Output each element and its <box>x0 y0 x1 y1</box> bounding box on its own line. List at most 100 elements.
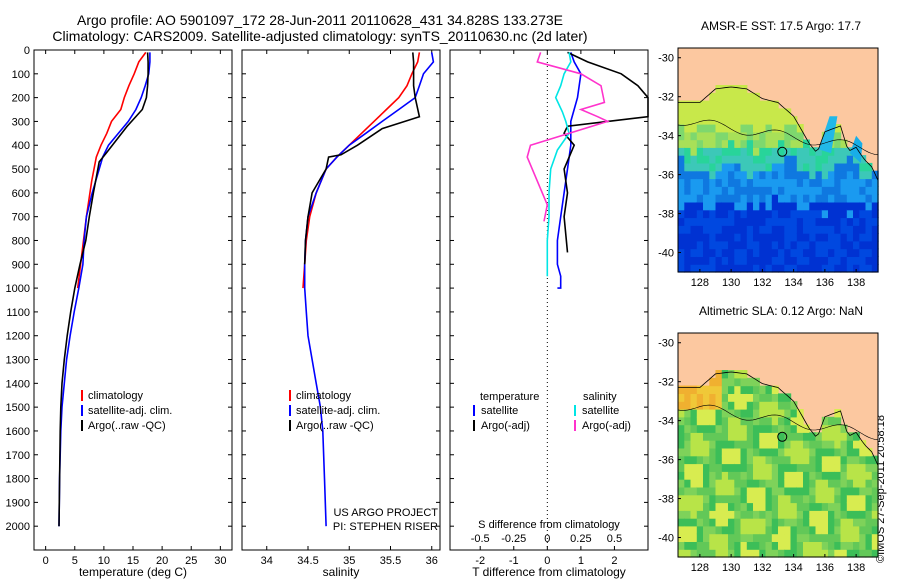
x-tick-label: 36 <box>426 555 438 567</box>
sla-map-panel: 128 130 132 134 136 138 -30 -32 -34 -36 -38 -40 <box>658 332 879 574</box>
y-tick-label: 200 <box>12 93 30 105</box>
map-x-tick-label: 130 <box>722 277 740 289</box>
legend-label: satellite <box>481 405 518 417</box>
sst-map-frame <box>677 47 879 273</box>
y-tick-label: 1900 <box>6 497 30 509</box>
map-y-tick-label: -40 <box>658 533 674 545</box>
sla-map-coastline <box>678 371 879 466</box>
y-tick-label: 300 <box>12 116 30 128</box>
figure-title-line1: Argo profile: AO 5901097_172 28-Jun-2011… <box>77 12 563 28</box>
y-tick-label: 0 <box>24 45 30 57</box>
s-tick-label: 0 <box>544 533 550 545</box>
x-axis-label: temperature (deg C) <box>79 565 187 579</box>
x-tick-label: 2 <box>611 555 617 567</box>
x-tick-label: 5 <box>72 555 78 567</box>
s-axis-label: S difference from climatology <box>478 519 620 531</box>
legend-label: Argo(..raw -QC) <box>88 420 166 432</box>
map-y-tick-label: -32 <box>658 92 674 104</box>
x-tick-label: 30 <box>214 555 226 567</box>
map-x-tick-label: 130 <box>722 562 740 574</box>
legend-label: Argo(-adj) <box>582 420 631 432</box>
map-x-tick-label: 138 <box>847 562 865 574</box>
map-x-tick-label: 132 <box>753 277 771 289</box>
map-y-tick-label: -36 <box>658 170 674 182</box>
series-line-satellite-adj-clim- <box>58 52 151 527</box>
sla-map-depth-contour <box>677 404 879 441</box>
y-tick-label: 1800 <box>6 474 30 486</box>
y-tick-label: 1300 <box>6 355 30 367</box>
y-tick-label: 500 <box>12 164 30 176</box>
gulf-water <box>818 116 838 154</box>
series-line-argo-raw-qc- <box>303 52 421 265</box>
plot-frame <box>33 49 233 551</box>
s-tick-label: -0.25 <box>501 533 526 545</box>
map-x-tick-label: 136 <box>816 562 834 574</box>
y-tick-label: 600 <box>12 188 30 200</box>
legend-label: Argo(-adj) <box>481 420 530 432</box>
y-tick-label: 1600 <box>6 426 30 438</box>
y-tick-label: 800 <box>12 235 30 247</box>
map-x-tick-label: 138 <box>847 277 865 289</box>
map-y-tick-label: -38 <box>658 494 674 506</box>
series-line-climatology <box>302 52 421 289</box>
map-y-tick-label: -36 <box>658 455 674 467</box>
x-axis-label: T difference from climatology <box>472 565 626 579</box>
profile-panel-3: -2 -1 0 1 2T difference from climatology -0.5… <box>449 49 649 579</box>
map-x-tick-label: 136 <box>816 277 834 289</box>
y-tick-label: 900 <box>12 259 30 271</box>
map-x-tick-label: 128 <box>691 562 709 574</box>
series-line-argo-raw-qc- <box>58 52 149 527</box>
legend-label: climatology <box>296 390 352 402</box>
sst-map-depth-contour <box>677 119 879 156</box>
map-y-tick-label: -38 <box>658 209 674 221</box>
legend-label: Argo(..raw -QC) <box>296 420 374 432</box>
y-tick-label: 1100 <box>6 307 30 319</box>
x-tick-label: 1 <box>578 555 584 567</box>
legend-label: satellite <box>582 405 619 417</box>
legend-label: climatology <box>88 390 144 402</box>
x-tick-label: 15 <box>127 555 139 567</box>
sla-map-frame <box>677 332 879 558</box>
s-tick-label: 0.25 <box>570 533 591 545</box>
map-x-tick-label: 134 <box>784 277 802 289</box>
x-tick-label: 0 <box>544 555 550 567</box>
legend-label: satellite-adj. clim. <box>296 405 380 417</box>
map-x-tick-label: 128 <box>691 277 709 289</box>
map-y-tick-label: -34 <box>658 131 674 143</box>
annotation-pi: PI: STEPHEN RISER <box>333 521 438 533</box>
x-tick-label: 10 <box>98 555 110 567</box>
series-line-satellite-adj-clim- <box>303 52 435 527</box>
y-tick-label: 1500 <box>6 402 30 414</box>
plot-frame <box>449 49 649 551</box>
x-tick-label: -2 <box>475 555 485 567</box>
x-tick-label: 25 <box>185 555 197 567</box>
x-tick-label: 20 <box>156 555 168 567</box>
map-y-tick-label: -34 <box>658 416 674 428</box>
s-tick-label: 0.5 <box>607 533 622 545</box>
legend-label: satellite-adj. clim. <box>88 405 172 417</box>
y-tick-label: 1400 <box>6 378 30 390</box>
map-x-tick-label: 134 <box>784 562 802 574</box>
s-tick-label: -0.5 <box>471 533 490 545</box>
annotation-project: US ARGO PROJECT <box>333 507 438 519</box>
y-tick-label: 1700 <box>6 450 30 462</box>
map-y-tick-label: -40 <box>658 248 674 260</box>
x-tick-label: -1 <box>509 555 519 567</box>
y-tick-label: 100 <box>12 69 30 81</box>
sst-map-panel: 128 130 132 134 136 138 -30 -32 -34 -36 -38 -40 <box>658 47 879 289</box>
series-line-argo-adj--salinity <box>526 52 610 222</box>
profile-panel-1: 0100200300400500600700800900100011001200… <box>6 45 233 579</box>
sst-map-ocean-field <box>678 85 879 273</box>
x-tick-label: 35.5 <box>380 555 401 567</box>
profile-location-marker <box>777 146 788 157</box>
plot-frame <box>241 49 441 551</box>
map-y-tick-label: -30 <box>658 338 674 350</box>
y-tick-label: 400 <box>12 140 30 152</box>
sst-map-coastline <box>678 86 879 181</box>
profile-location-marker <box>777 431 788 442</box>
x-tick-label: 34.5 <box>297 555 318 567</box>
x-tick-label: 0 <box>43 555 49 567</box>
legend-header-temperature: temperature <box>480 391 539 403</box>
y-tick-label: 2000 <box>6 521 30 533</box>
map-x-tick-label: 132 <box>753 562 771 574</box>
